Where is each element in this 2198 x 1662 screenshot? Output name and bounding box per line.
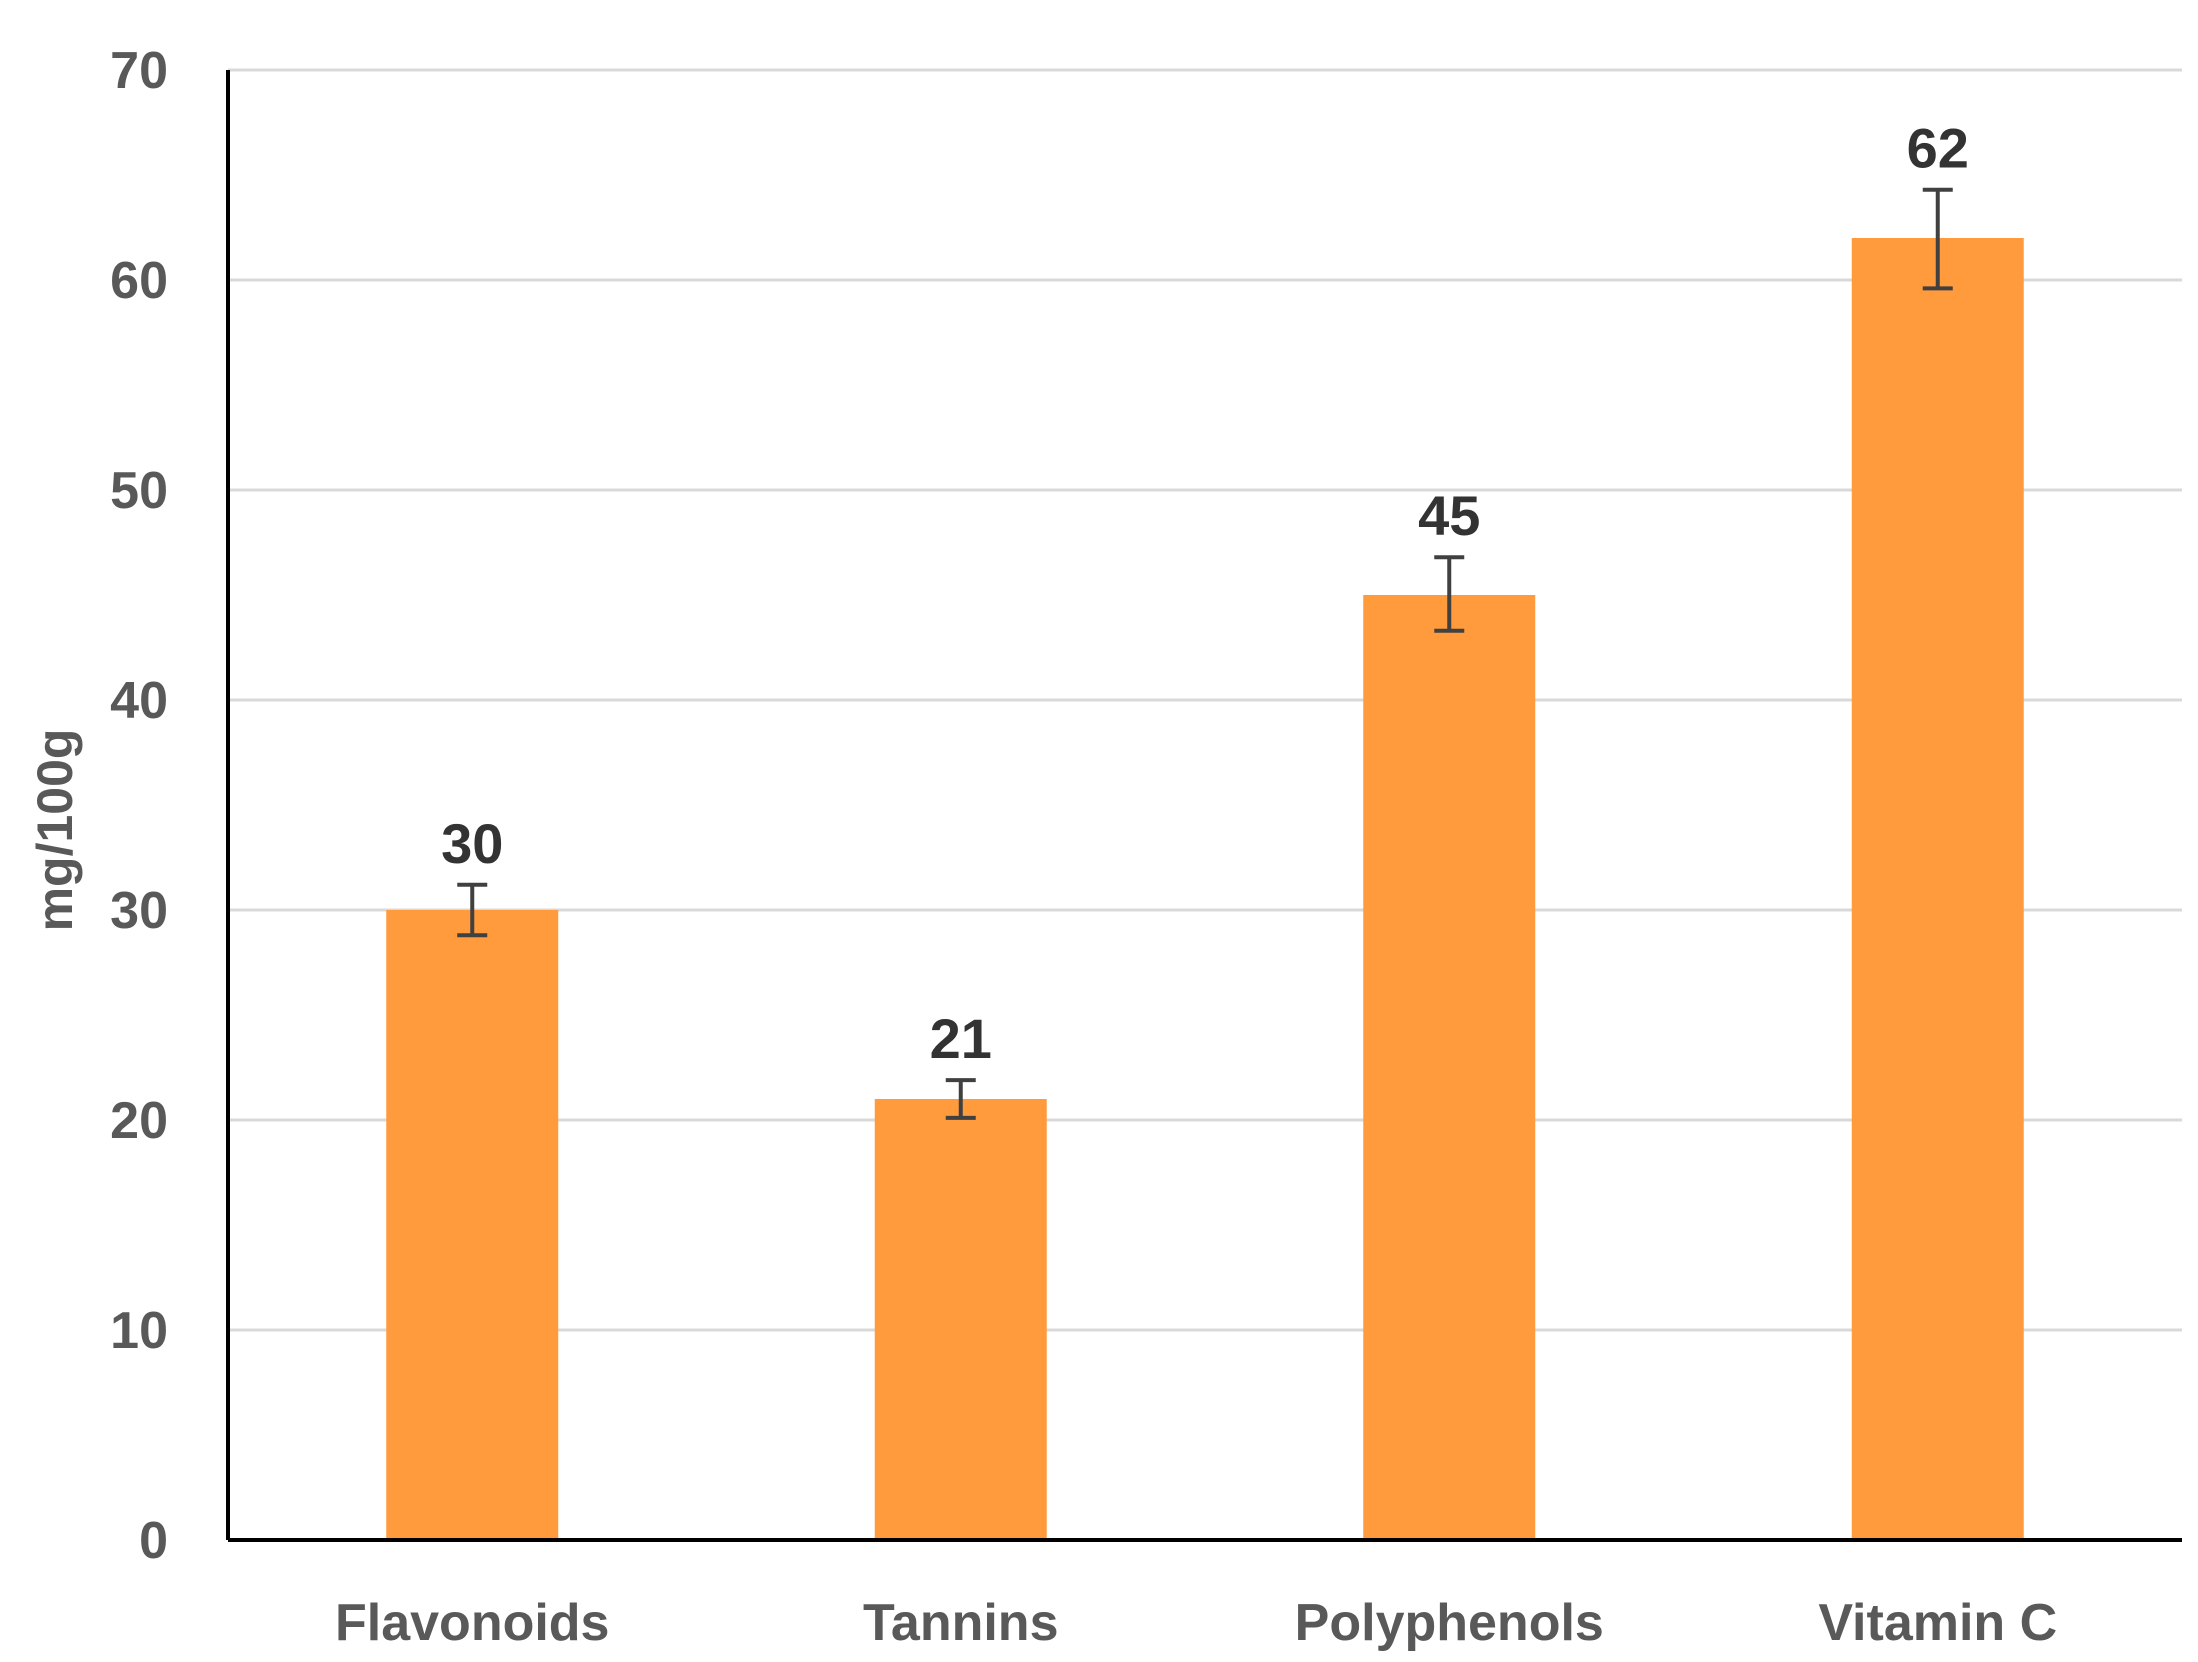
bar-flavonoids: [386, 910, 559, 1540]
x-tick-label: Tannins: [863, 1594, 1058, 1652]
y-tick-label: 50: [110, 462, 168, 520]
bar-polyphenols: [1363, 595, 1536, 1540]
error-bar: [1434, 555, 1465, 633]
y-tick-label: 70: [110, 42, 168, 100]
data-label: 30: [441, 812, 503, 875]
y-tick-label: 0: [139, 1512, 168, 1570]
data-label: 62: [1907, 117, 1969, 180]
data-labels: 30 21 45 62: [441, 117, 1969, 1070]
y-axis-title: mg/100g: [27, 729, 83, 932]
y-tick-label: 30: [110, 882, 168, 940]
error-bar: [1922, 187, 1953, 291]
error-bar: [457, 882, 488, 938]
data-label: 21: [930, 1007, 992, 1070]
x-tick-label: Vitamin C: [1818, 1594, 2057, 1652]
y-tick-label: 40: [110, 672, 168, 730]
bar-vitamin-c: [1851, 238, 2024, 1540]
x-tick-label: Flavonoids: [335, 1594, 609, 1652]
y-tick-labels: 0 10 20 30 40 50 60 70: [110, 42, 168, 1570]
data-label: 45: [1418, 484, 1480, 547]
error-bar: [945, 1078, 976, 1120]
y-tick-label: 10: [110, 1302, 168, 1360]
y-tick-label: 20: [110, 1092, 168, 1150]
error-bars: [457, 187, 1953, 1120]
x-tick-labels: Flavonoids Tannins Polyphenols Vitamin C: [335, 1594, 2057, 1652]
x-tick-label: Polyphenols: [1295, 1594, 1604, 1652]
y-tick-label: 60: [110, 252, 168, 310]
bar-tannins: [874, 1099, 1047, 1540]
bars: [386, 238, 2024, 1540]
